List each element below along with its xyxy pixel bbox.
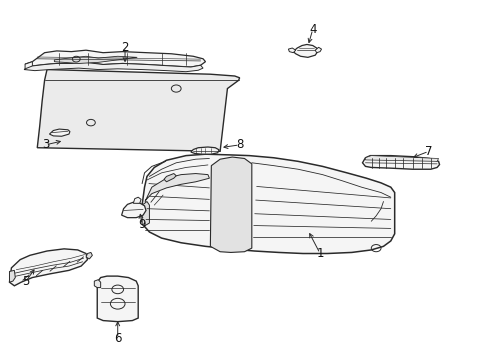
Polygon shape: [362, 156, 439, 169]
Text: 7: 7: [424, 145, 432, 158]
Polygon shape: [49, 129, 70, 136]
Polygon shape: [210, 157, 251, 252]
Polygon shape: [293, 44, 317, 57]
Polygon shape: [54, 56, 137, 63]
Text: 1: 1: [316, 247, 323, 260]
Text: 9: 9: [138, 218, 145, 231]
Polygon shape: [122, 202, 146, 218]
Polygon shape: [94, 280, 101, 288]
Polygon shape: [288, 48, 295, 53]
Text: 8: 8: [235, 138, 243, 151]
Polygon shape: [25, 62, 32, 69]
Text: 3: 3: [42, 138, 49, 151]
Polygon shape: [9, 270, 15, 282]
Polygon shape: [133, 197, 141, 203]
Text: 4: 4: [308, 23, 316, 36]
Polygon shape: [145, 174, 209, 202]
Text: 6: 6: [114, 332, 121, 345]
Polygon shape: [9, 249, 87, 286]
Polygon shape: [86, 252, 92, 259]
Polygon shape: [142, 202, 149, 226]
Polygon shape: [37, 69, 239, 151]
Polygon shape: [24, 62, 203, 72]
Polygon shape: [190, 147, 219, 154]
Polygon shape: [365, 156, 438, 161]
Polygon shape: [315, 47, 321, 53]
Polygon shape: [163, 174, 176, 182]
Text: 2: 2: [121, 41, 128, 54]
Polygon shape: [25, 50, 205, 67]
Polygon shape: [97, 276, 138, 321]
Polygon shape: [142, 154, 394, 253]
Text: 5: 5: [22, 275, 30, 288]
